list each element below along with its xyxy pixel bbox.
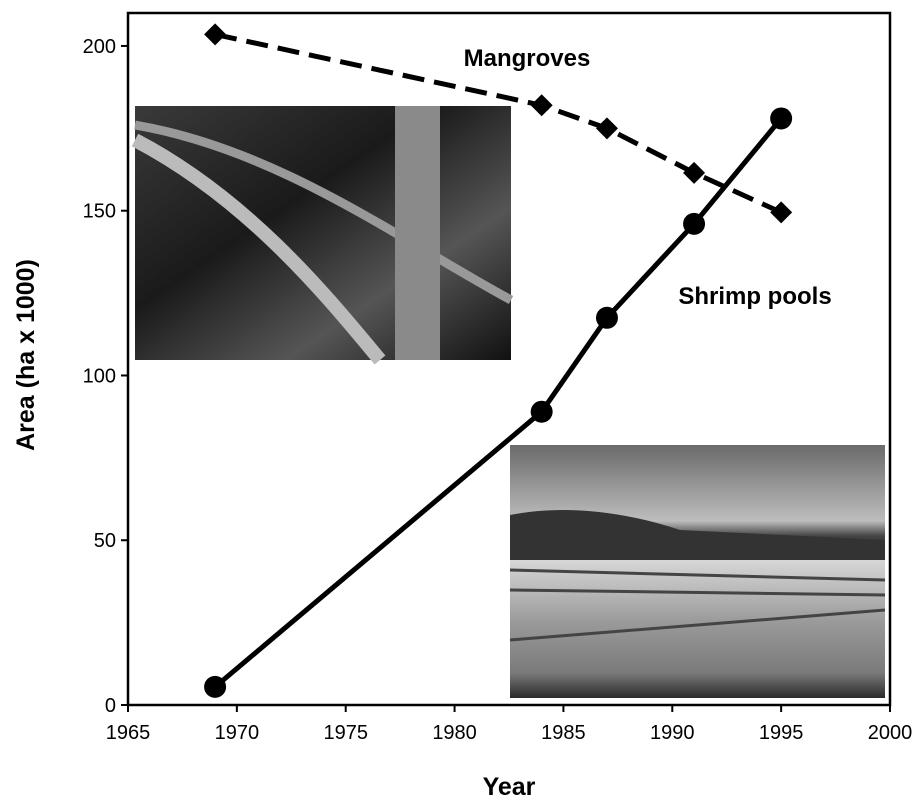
x-tick-label: 1990 bbox=[650, 722, 695, 744]
y-axis-title: Area (ha x 1000) bbox=[12, 259, 40, 451]
marker bbox=[204, 676, 226, 698]
x-axis-title: Year bbox=[483, 773, 536, 801]
y-tick-label: 200 bbox=[83, 36, 116, 58]
marker bbox=[683, 162, 705, 184]
marker bbox=[596, 307, 618, 329]
y-tick-label: 0 bbox=[105, 695, 116, 717]
marker bbox=[770, 201, 792, 223]
series-label: Mangroves bbox=[464, 45, 591, 72]
marker bbox=[531, 401, 553, 423]
x-tick-label: 1965 bbox=[106, 722, 151, 744]
y-tick-label: 150 bbox=[83, 201, 116, 223]
chart: Year Area (ha x 1000) 0 50 100 150 200 1965 19… bbox=[0, 0, 919, 805]
y-tick-label: 100 bbox=[83, 365, 116, 387]
series-label: Shrimp pools bbox=[678, 283, 831, 310]
marker bbox=[204, 23, 226, 45]
marker bbox=[531, 94, 553, 116]
x-tick-label: 1995 bbox=[759, 722, 804, 744]
marker bbox=[770, 107, 792, 129]
shrimp-pond-photo bbox=[510, 445, 885, 698]
mangrove-photo bbox=[135, 106, 511, 360]
y-tick-label: 50 bbox=[94, 530, 116, 552]
x-tick-label: 1985 bbox=[541, 722, 586, 744]
x-tick-label: 1975 bbox=[323, 722, 368, 744]
marker bbox=[683, 213, 705, 235]
x-tick-label: 2000 bbox=[868, 722, 913, 744]
x-tick-label: 1980 bbox=[432, 722, 477, 744]
marker bbox=[596, 117, 618, 139]
x-tick-label: 1970 bbox=[215, 722, 260, 744]
